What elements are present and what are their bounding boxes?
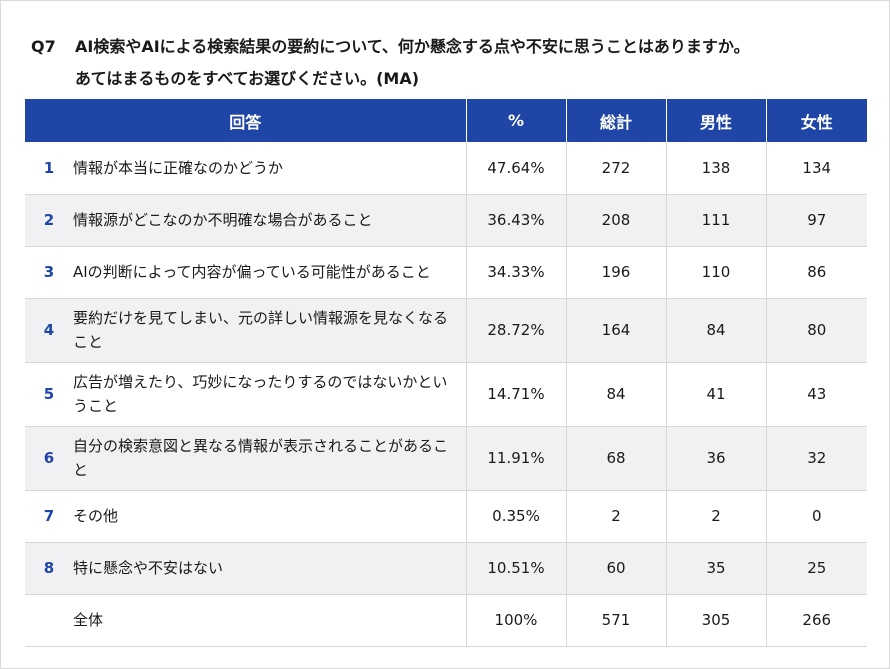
answer-cell: 全体 [25,594,467,647]
answer-text: 自分の検索意図と異なる情報が表示されることがあること [73,437,449,479]
total-cell: 164 [566,298,667,363]
answer-number: 5 [43,385,55,403]
table-row: 1 情報が本当に正確なのかどうか 47.64% 272 138 134 [25,142,867,195]
answer-number: 3 [43,263,55,281]
total-cell: 208 [566,194,667,247]
answer-number: 1 [43,158,55,177]
header-percent: % [466,99,567,142]
answer-number: 7 [43,507,55,525]
table-row: 7 その他 0.35% 2 2 0 [25,490,867,543]
header-male: 男性 [666,99,767,142]
total-cell: 272 [566,142,667,195]
answer-number: 2 [43,211,55,229]
table-row: 2 情報源がどこなのか不明確な場合があること 36.43% 208 111 97 [25,194,867,247]
percent-cell: 10.51% [466,542,567,595]
answer-cell: 7 その他 [25,490,467,543]
total-cell: 60 [566,542,667,595]
percent-cell: 100% [466,594,567,647]
male-cell: 2 [666,490,767,543]
male-cell: 138 [666,142,767,195]
answer-text: 特に懸念や不安はない [73,559,224,577]
answer-number: 4 [43,321,55,339]
question-line-2: あてはまるものをすべてお選びください。(MA) [75,69,420,88]
answer-text: 広告が増えたり、巧妙になったりするのではないかということ [73,373,448,415]
answer-text: 要約だけを見てしまい、元の詳しい情報源を見なくなること [73,309,449,351]
female-cell: 25 [766,542,867,595]
male-cell: 35 [666,542,767,595]
header-total: 総計 [566,99,667,142]
male-cell: 110 [666,246,767,299]
female-cell: 97 [766,194,867,247]
answer-text: 情報が本当に正確なのかどうか [73,158,284,177]
female-cell: 86 [766,246,867,299]
table-row: 6 自分の検索意図と異なる情報が表示されることがあること 11.91% 68 3… [25,426,867,491]
table-row: 5 広告が増えたり、巧妙になったりするのではないかということ 14.71% 84… [25,362,867,427]
header-answer: 回答 [25,99,467,142]
female-cell: 43 [766,362,867,427]
percent-cell: 36.43% [466,194,567,247]
female-cell: 266 [766,594,867,647]
percent-cell: 34.33% [466,246,567,299]
answer-text: AIの判断によって内容が偏っている可能性があること [73,263,431,281]
male-cell: 305 [666,594,767,647]
answer-cell: 4 要約だけを見てしまい、元の詳しい情報源を見なくなること [25,298,467,363]
total-label: 全体 [73,611,104,629]
table-row: 8 特に懸念や不安はない 10.51% 60 35 25 [25,542,867,595]
answer-cell: 2 情報源がどこなのか不明確な場合があること [25,194,467,247]
table-row: 4 要約だけを見てしまい、元の詳しい情報源を見なくなること 28.72% 164… [25,298,867,363]
answer-cell: 1 情報が本当に正確なのかどうか [25,142,467,195]
male-cell: 41 [666,362,767,427]
answer-cell: 3 AIの判断によって内容が偏っている可能性があること [25,246,467,299]
total-row: 全体 100% 571 305 266 [25,594,867,647]
answer-cell: 5 広告が増えたり、巧妙になったりするのではないかということ [25,362,467,427]
male-cell: 111 [666,194,767,247]
results-table: 回答 % 総計 男性 女性 1 情報が本当に正確なのかどうか 47.64% 27… [25,99,867,647]
female-cell: 80 [766,298,867,363]
total-cell: 196 [566,246,667,299]
percent-cell: 28.72% [466,298,567,363]
total-cell: 68 [566,426,667,491]
percent-cell: 14.71% [466,362,567,427]
question-number: Q7 [31,37,56,56]
answer-cell: 6 自分の検索意図と異なる情報が表示されることがあること [25,426,467,491]
question-heading: Q7 AI検索やAIによる検索結果の要約について、何か懸念する点や不安に思うこと… [31,31,871,95]
female-cell: 0 [766,490,867,543]
percent-cell: 11.91% [466,426,567,491]
percent-cell: 47.64% [466,142,567,195]
answer-cell: 8 特に懸念や不安はない [25,542,467,595]
female-cell: 134 [766,142,867,195]
female-cell: 32 [766,426,867,491]
answer-number: 6 [43,449,55,467]
total-cell: 84 [566,362,667,427]
table-header-row: 回答 % 総計 男性 女性 [25,99,867,142]
answer-text: 情報源がどこなのか不明確な場合があること [73,211,373,229]
total-cell: 2 [566,490,667,543]
percent-cell: 0.35% [466,490,567,543]
table-row: 3 AIの判断によって内容が偏っている可能性があること 34.33% 196 1… [25,246,867,299]
total-cell: 571 [566,594,667,647]
male-cell: 84 [666,298,767,363]
answer-text: その他 [73,507,119,525]
question-line-1: AI検索やAIによる検索結果の要約について、何か懸念する点や不安に思うことはあり… [75,37,750,56]
male-cell: 36 [666,426,767,491]
header-female: 女性 [766,99,867,142]
question-text: AI検索やAIによる検索結果の要約について、何か懸念する点や不安に思うことはあり… [75,31,871,95]
answer-number: 8 [43,559,55,577]
